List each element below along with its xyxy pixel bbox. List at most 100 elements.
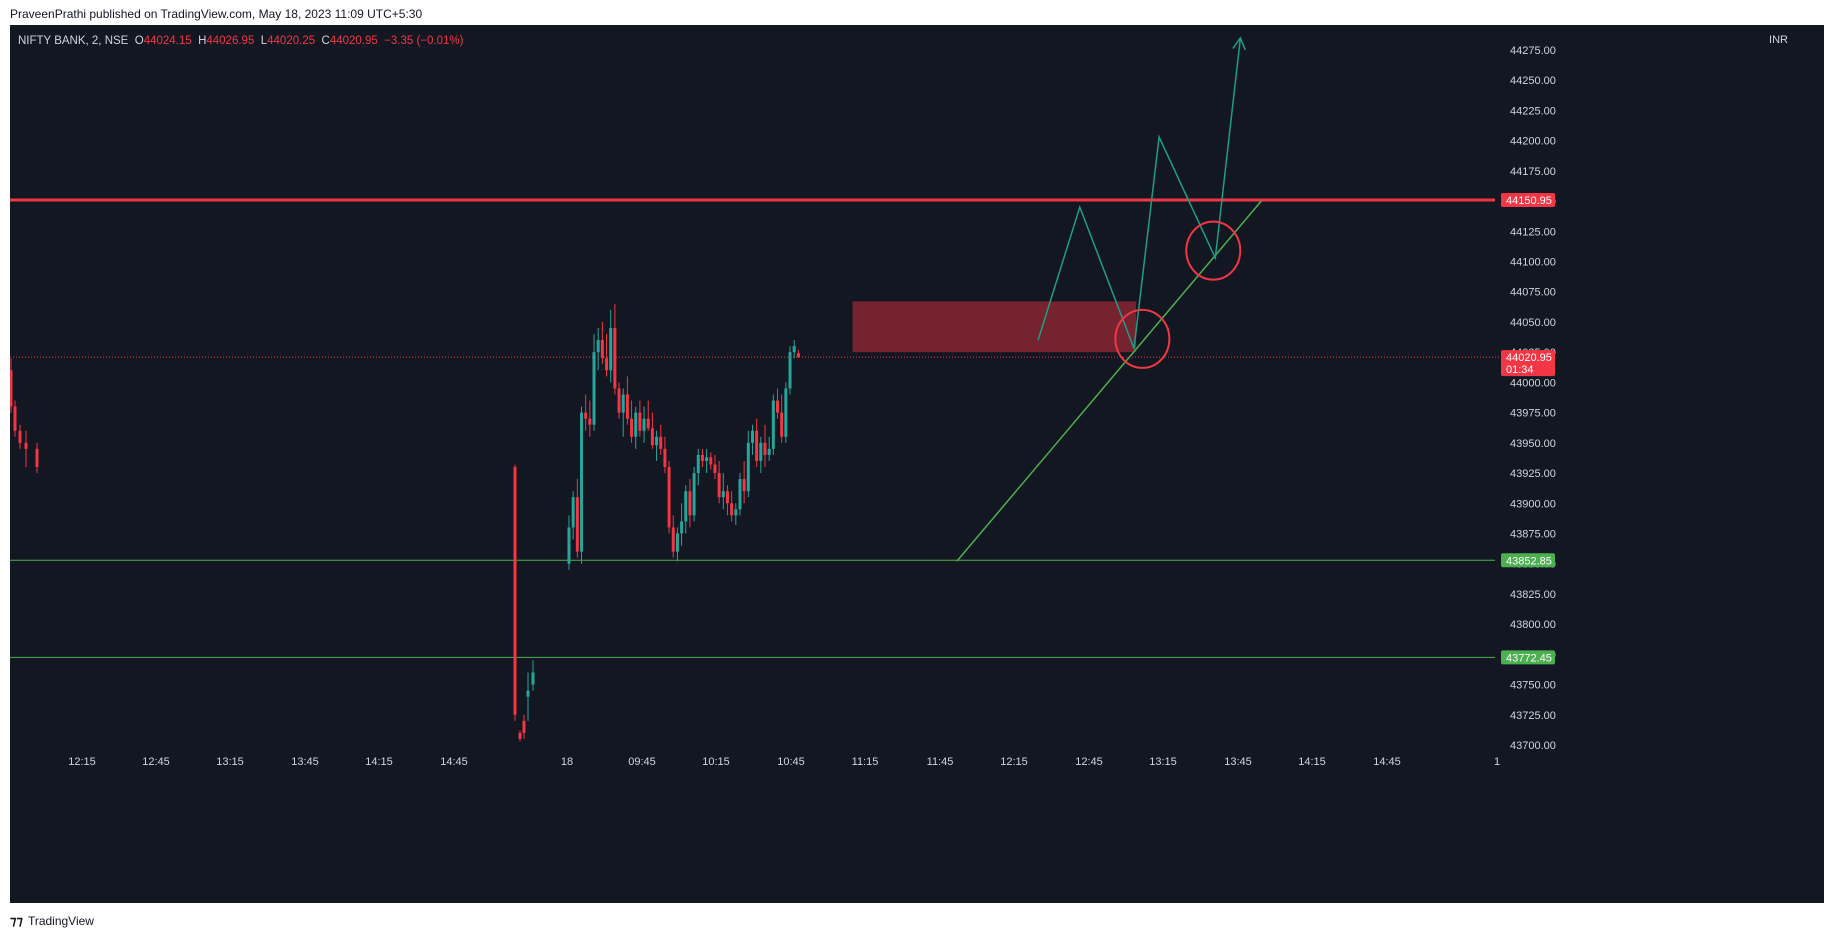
- price-chart[interactable]: 43700.0043725.0043750.0043775.0043800.00…: [10, 25, 1824, 903]
- candle-3: [580, 406, 584, 564]
- candle-31: [696, 448, 700, 486]
- close-label: C: [321, 35, 330, 47]
- candle-32: [700, 448, 704, 467]
- candle-29: [688, 479, 692, 528]
- ascending-trendline[interactable]: [956, 200, 1262, 562]
- candle-1: [571, 491, 575, 540]
- published-caption: PraveenPrathi published on TradingView.c…: [10, 7, 423, 21]
- candle-0-body: [567, 527, 571, 564]
- candle-22: [659, 424, 663, 455]
- candle-2-body: [575, 497, 579, 552]
- candle-1-body: [571, 497, 575, 528]
- x-tick-label-11: 11:45: [927, 756, 954, 768]
- x-tick-label-7: 09:45: [628, 756, 656, 768]
- x-tick-label-15: 13:45: [1224, 756, 1252, 768]
- candle-46-body: [759, 442, 763, 461]
- projection-path[interactable]: [1037, 37, 1242, 349]
- y-tick-label-11: 43975.00: [1510, 408, 1556, 420]
- candle-17-body: [638, 412, 642, 431]
- candle-48-body: [767, 448, 771, 455]
- candle-25: [671, 515, 675, 558]
- change-value: −3.35 (−0.01%): [384, 35, 464, 47]
- prev-day-candle-7: [522, 714, 526, 739]
- x-tick-label-4: 14:15: [365, 756, 393, 768]
- candle-37-body: [721, 491, 725, 498]
- y-tick-label-8: 43900.00: [1510, 498, 1556, 510]
- candle-53-body: [788, 352, 792, 389]
- x-tick-label-5: 14:45: [440, 756, 468, 768]
- x-tick-label-0: 12:15: [68, 756, 96, 768]
- candle-0: [567, 515, 571, 570]
- candle-49-body: [771, 400, 775, 449]
- resistance-zone[interactable]: [852, 301, 1137, 353]
- candle-36-body: [717, 473, 721, 498]
- price-tag-2[interactable]: 43852.85: [1501, 553, 1555, 568]
- candle-35-body: [713, 464, 717, 474]
- candle-54-body: [792, 346, 796, 353]
- candle-8-body: [600, 340, 604, 359]
- prev-day-candle-8: [526, 672, 530, 721]
- y-tick-label-19: 44175.00: [1510, 166, 1556, 178]
- candle-25-body: [671, 527, 675, 552]
- candle-50-body: [776, 400, 779, 413]
- candle-13-body: [621, 394, 625, 413]
- candle-34: [709, 452, 713, 470]
- candle-37: [721, 473, 725, 510]
- y-tick-label-17: 44125.00: [1510, 226, 1556, 238]
- footer-brand: ⁊⁊ TradingView: [10, 913, 94, 929]
- open-value: 44024.15: [143, 35, 192, 47]
- candle-47-body: [763, 442, 767, 455]
- highlight-circle-1[interactable]: [1185, 220, 1242, 281]
- x-tick-label-2: 13:15: [216, 756, 244, 768]
- x-tick-label-10: 11:15: [852, 756, 879, 768]
- candle-4: [584, 394, 588, 431]
- prev-day-candle-1-body: [13, 406, 17, 431]
- x-tick-label-8: 10:15: [702, 756, 730, 768]
- candle-5: [588, 400, 592, 437]
- y-tick-label-14: 44050.00: [1510, 317, 1556, 329]
- prev-day-candle-8-body: [526, 690, 530, 697]
- y-tick-label-0: 43700.00: [1510, 740, 1556, 752]
- prev-day-candle-1: [13, 400, 17, 437]
- low-value: 44020.25: [267, 35, 316, 47]
- x-tick-label-12: 12:15: [1000, 756, 1028, 768]
- price-tag-label-2: 43852.85: [1506, 555, 1552, 567]
- prev-day-candle-5-body: [513, 467, 517, 715]
- symbol-label[interactable]: NIFTY BANK, 2, NSE: [18, 35, 129, 47]
- prev-day-candle-7-body: [522, 720, 526, 733]
- price-tag-label-3: 43772.45: [1506, 652, 1552, 664]
- open-label: O: [134, 35, 144, 47]
- prev-day-candle-2: [18, 424, 22, 449]
- candle-18: [642, 406, 646, 443]
- candle-40: [734, 503, 738, 526]
- candle-23-body: [663, 448, 667, 467]
- highlight-circle-0[interactable]: [1114, 308, 1171, 369]
- currency-label[interactable]: INR: [1769, 34, 1788, 46]
- price-tag-0[interactable]: 44150.95: [1501, 192, 1555, 207]
- candle-44: [750, 424, 754, 455]
- price-tag-3[interactable]: 43772.45: [1501, 650, 1555, 665]
- candle-35: [713, 454, 717, 480]
- price-tag-bg-0: [1501, 192, 1555, 207]
- candle-27-body: [680, 521, 684, 534]
- chart-area[interactable]: 43700.0043725.0043750.0043775.0043800.00…: [10, 25, 1824, 903]
- candle-55: [796, 349, 800, 358]
- prev-day-candle-3-body: [24, 442, 28, 449]
- candle-7-body: [596, 340, 600, 353]
- candle-16: [634, 406, 638, 449]
- price-tag-bg-3: [1501, 650, 1555, 665]
- candle-48: [767, 436, 771, 461]
- x-tick-label-3: 13:45: [291, 756, 319, 768]
- candle-7: [596, 328, 600, 371]
- candle-52: [784, 382, 788, 443]
- price-tag-label-1: 44020.95: [1506, 352, 1552, 364]
- prev-day-candle-6: [518, 730, 522, 742]
- candle-12: [617, 382, 621, 419]
- y-tick-label-22: 44250.00: [1510, 75, 1556, 87]
- projection-arrow-head: [1232, 36, 1246, 51]
- candle-24-body: [667, 467, 671, 528]
- candle-28: [684, 485, 688, 534]
- candle-9: [605, 334, 609, 377]
- candle-21: [655, 430, 659, 461]
